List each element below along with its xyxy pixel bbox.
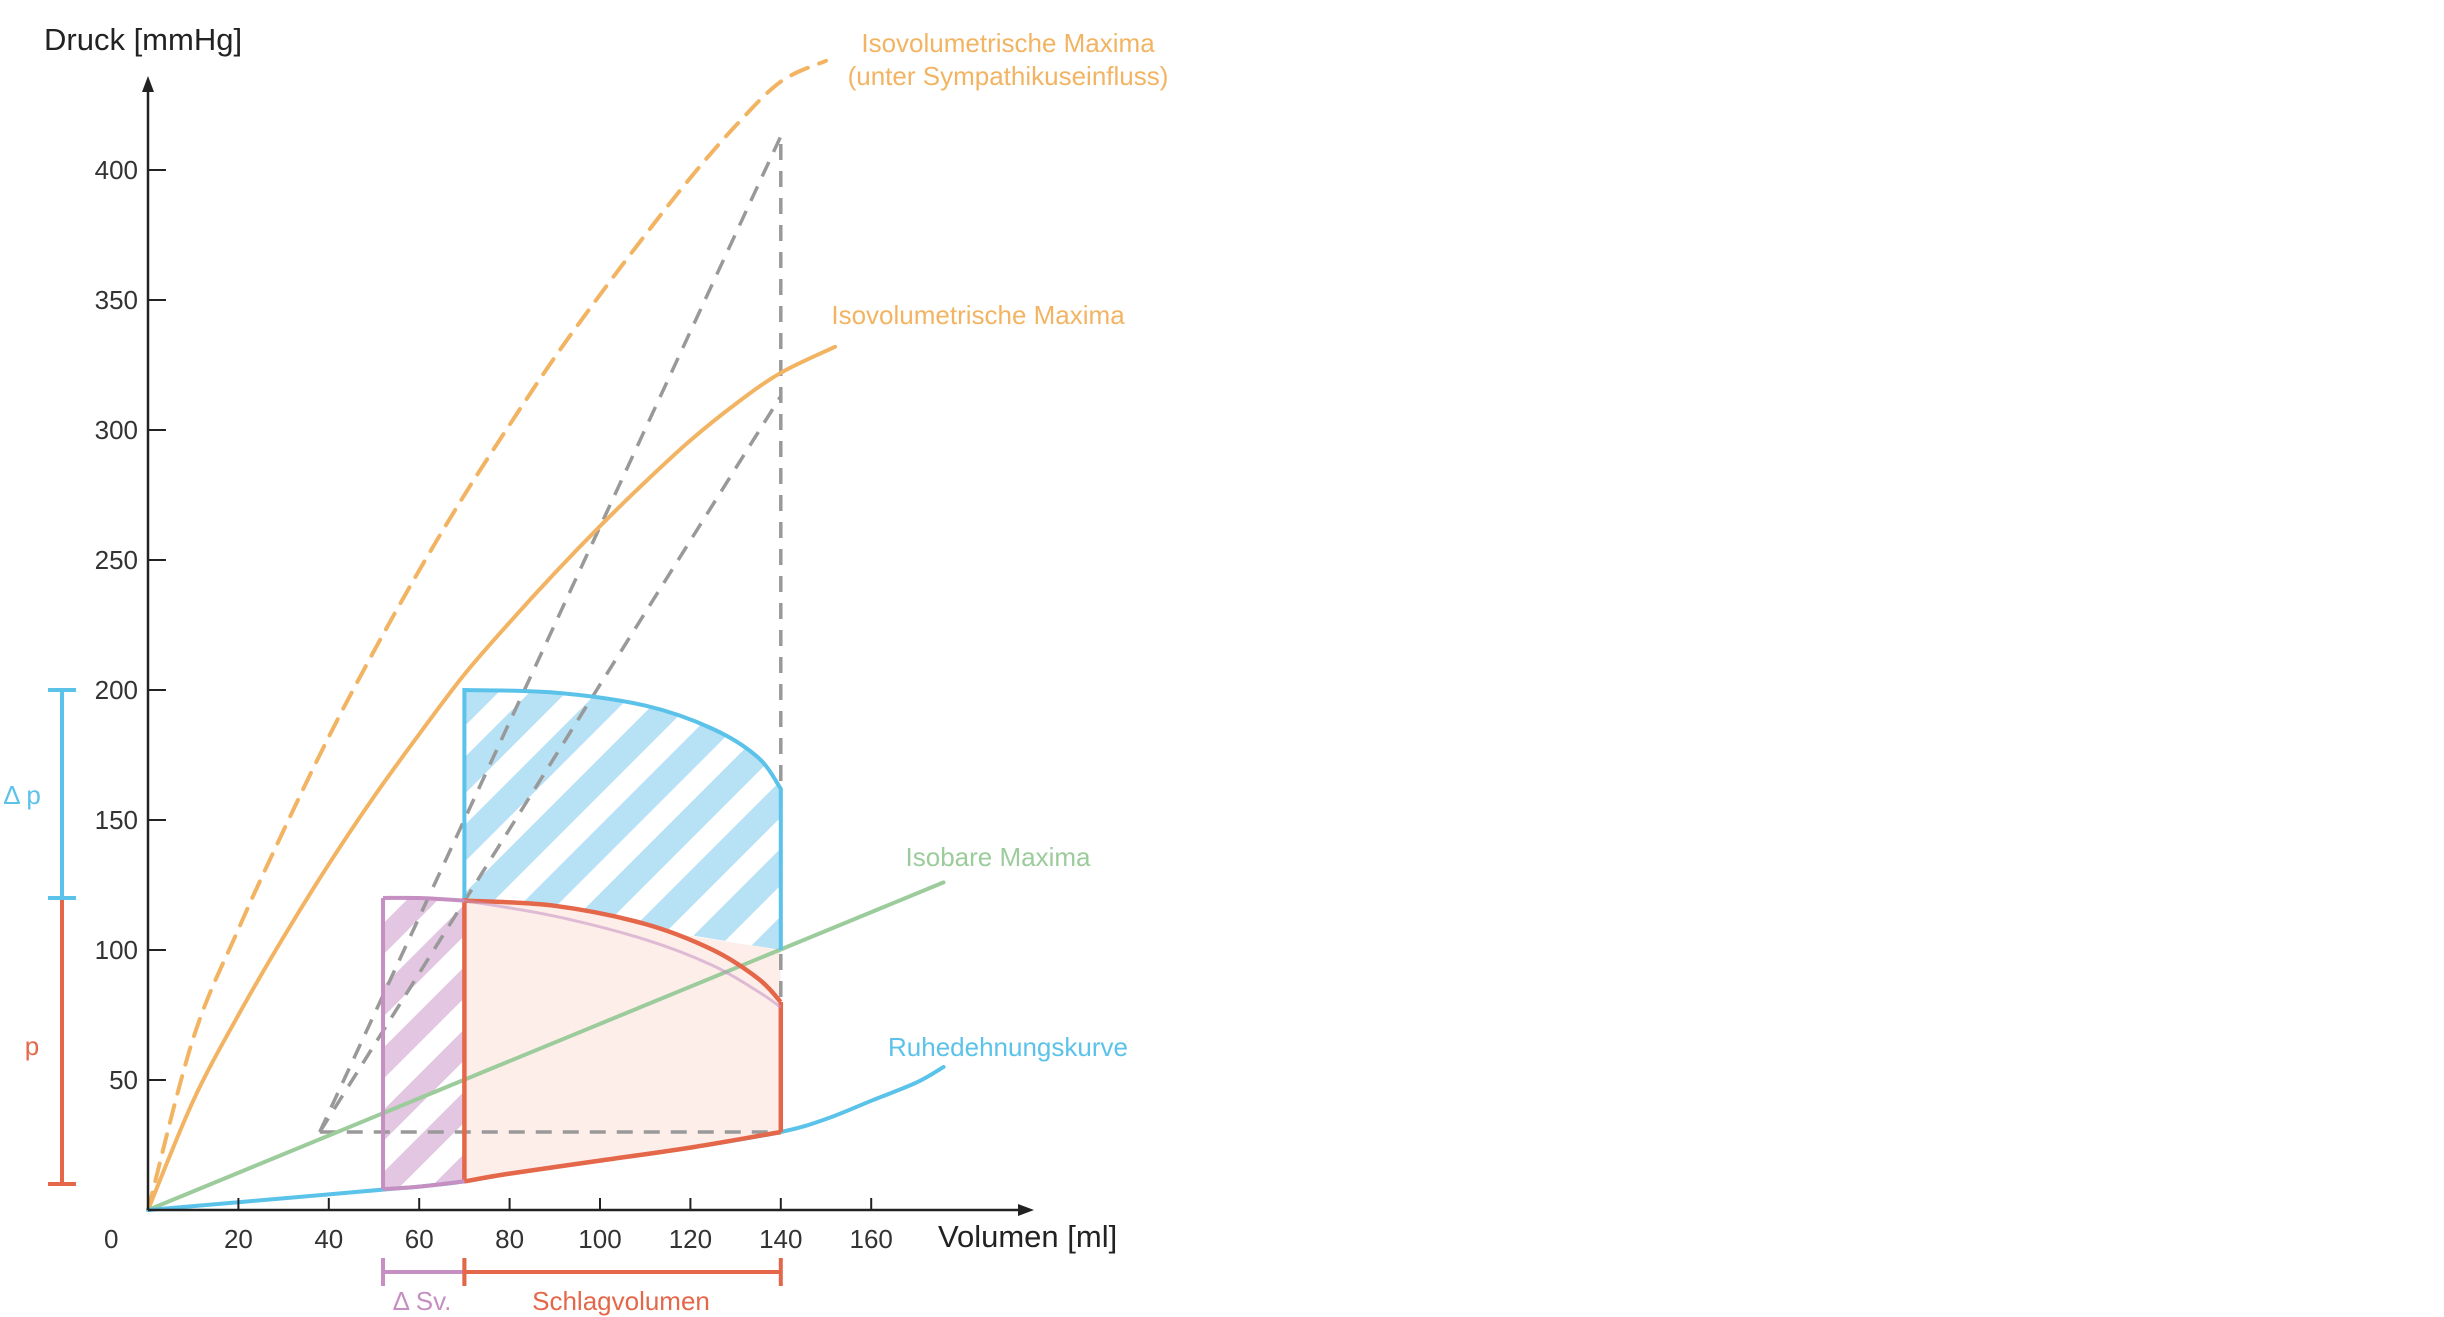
schlagvolumen-label: Schlagvolumen: [532, 1286, 710, 1316]
annotation-layer: Isovolumetrische Maxima (unter Sympathik…: [3, 28, 1168, 1316]
red-loop-bottom-outline: [464, 1129, 782, 1184]
label-isovol: Isovolumetrische Maxima: [831, 300, 1125, 330]
schlagvolumen-bracket: [462, 1258, 783, 1286]
x-tick-label: 120: [669, 1224, 712, 1254]
blue-loop-outline: [462, 687, 783, 950]
y-axis-title: Druck [mmHg]: [44, 22, 242, 57]
x-tick-label: 100: [578, 1224, 621, 1254]
blue-work-loop-fill: [464, 690, 781, 950]
label-isobar: Isobare Maxima: [906, 842, 1091, 872]
helper-line-layer: [318, 135, 783, 1134]
y-tick-label: 400: [95, 155, 138, 185]
purple-loop-bottom-outline: [382, 1179, 465, 1192]
area-layer: [383, 690, 781, 1190]
outline-layer: [381, 687, 784, 1192]
purple-inner-curve: [464, 899, 782, 1009]
y-tick-label: 250: [95, 545, 138, 575]
isobar-max-line: [146, 880, 946, 1212]
y-tick-label: 350: [95, 285, 138, 315]
y-tick-label: 100: [95, 935, 138, 965]
red-work-loop-fill: [464, 900, 781, 1182]
delta-p-bracket: [48, 688, 76, 900]
y-tick-label: 150: [95, 805, 138, 835]
label-isovol-sympathikus-2: (unter Sympathikuseinfluss): [848, 61, 1169, 91]
label-ruhedehnung: Ruhedehnungskurve: [888, 1032, 1128, 1062]
x-tick-label: 80: [495, 1224, 524, 1254]
x-tick-label: 20: [224, 1224, 253, 1254]
y-axis-arrow: [142, 76, 154, 92]
p-bracket: [48, 896, 76, 1186]
y-tick-label: 300: [95, 415, 138, 445]
x-tick-label: 140: [759, 1224, 802, 1254]
label-isovol-sympathikus-1: Isovolumetrische Maxima: [861, 28, 1155, 58]
x-axis-title: Volumen [ml]: [938, 1219, 1117, 1254]
helper-dashed-line-1: [318, 135, 783, 1133]
delta-sv-bracket: [381, 1258, 467, 1286]
isovol-max-sympathikus-line: [146, 58, 828, 1212]
x-tick-label: 40: [314, 1224, 343, 1254]
red-loop-top-outline: [464, 898, 783, 1004]
helper-dashed-line-2: [318, 395, 783, 1133]
y-tick-label: 50: [109, 1065, 138, 1095]
x-tick-label: 60: [405, 1224, 434, 1254]
y-ticks: 50 100 150 200 250 300 350 400: [95, 155, 166, 1095]
purple-loop-top-outline: [383, 895, 465, 903]
x-axis-arrow: [1018, 1204, 1034, 1216]
purple-work-loop-fill: [383, 898, 465, 1190]
isovol-max-line: [146, 344, 838, 1212]
p-label: p: [25, 1031, 39, 1061]
x-tick-label: 160: [850, 1224, 893, 1254]
origin-label: 0: [104, 1224, 118, 1254]
axes: 20 40 60 80 100 120 140 160 50 100 150 200 250 300 35…: [44, 22, 1117, 1254]
delta-sv-label: Δ Sv.: [393, 1286, 452, 1316]
delta-p-label: Δ p: [3, 780, 41, 810]
x-ticks: 20 40 60 80 100 120 140 160: [224, 1198, 893, 1254]
y-tick-label: 200: [95, 675, 138, 705]
bracket-layer: [48, 688, 783, 1286]
